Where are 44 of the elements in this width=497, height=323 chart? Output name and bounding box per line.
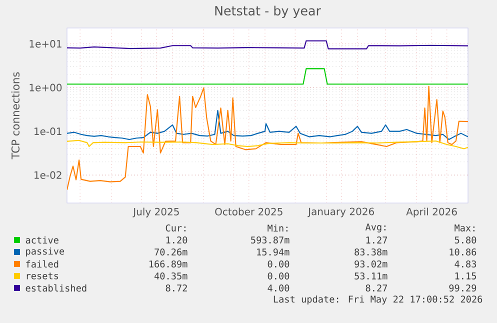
text: 99.29	[449, 284, 476, 292]
line-series	[67, 110, 468, 140]
x-tick-label: January 2026	[308, 208, 374, 218]
text: 70.26m	[154, 248, 188, 256]
y-tick-label: 1e-01	[34, 128, 62, 136]
x-tick-label: April 2026	[406, 208, 457, 218]
chart-title: Netstat - by year	[215, 6, 321, 18]
text: Min:	[268, 224, 288, 232]
text: 1.27	[366, 236, 388, 244]
text: 15.94m	[257, 248, 290, 256]
text: 93.02m	[354, 260, 388, 268]
x-tick-label: October 2025	[215, 208, 282, 216]
text: 4.83	[454, 260, 476, 268]
text: 8.27	[366, 284, 388, 292]
text: 10.86	[450, 248, 476, 256]
x-tick-label: July 2025	[132, 208, 179, 218]
legend-label: active	[26, 236, 58, 244]
text: 8.72	[166, 284, 187, 292]
y-tick-label: 1e+00	[30, 84, 62, 92]
legend-label: resets	[26, 272, 58, 280]
y-axis-title: TCP connections	[11, 72, 20, 160]
y-tick-label: 1e-02	[34, 171, 62, 179]
text: 5.80	[454, 236, 476, 244]
y-tick-label: 1e+01	[30, 40, 62, 48]
text: 166.89m	[150, 260, 188, 268]
legend-label: established	[26, 284, 86, 292]
line-series	[67, 86, 468, 190]
text: Max:	[454, 224, 474, 232]
text: Last update: Fri May 22 17:00:52 2026	[274, 295, 482, 305]
text: 53.11m	[354, 272, 388, 280]
legend-label: failed	[26, 260, 58, 268]
text: 593.87m	[251, 236, 290, 244]
text: 0.00	[268, 260, 290, 268]
line-series	[67, 40, 468, 50]
text: 4.00	[268, 284, 290, 292]
legend-label: passive	[26, 247, 64, 257]
text: 83.38m	[354, 248, 388, 256]
text: Avg:	[365, 224, 386, 232]
text: 1.20	[166, 236, 188, 244]
text: 40.35m	[154, 272, 188, 280]
text: Cur:	[166, 224, 186, 232]
line-series	[67, 140, 468, 150]
text: 0.00	[268, 272, 290, 280]
text: 1.15	[455, 272, 476, 280]
